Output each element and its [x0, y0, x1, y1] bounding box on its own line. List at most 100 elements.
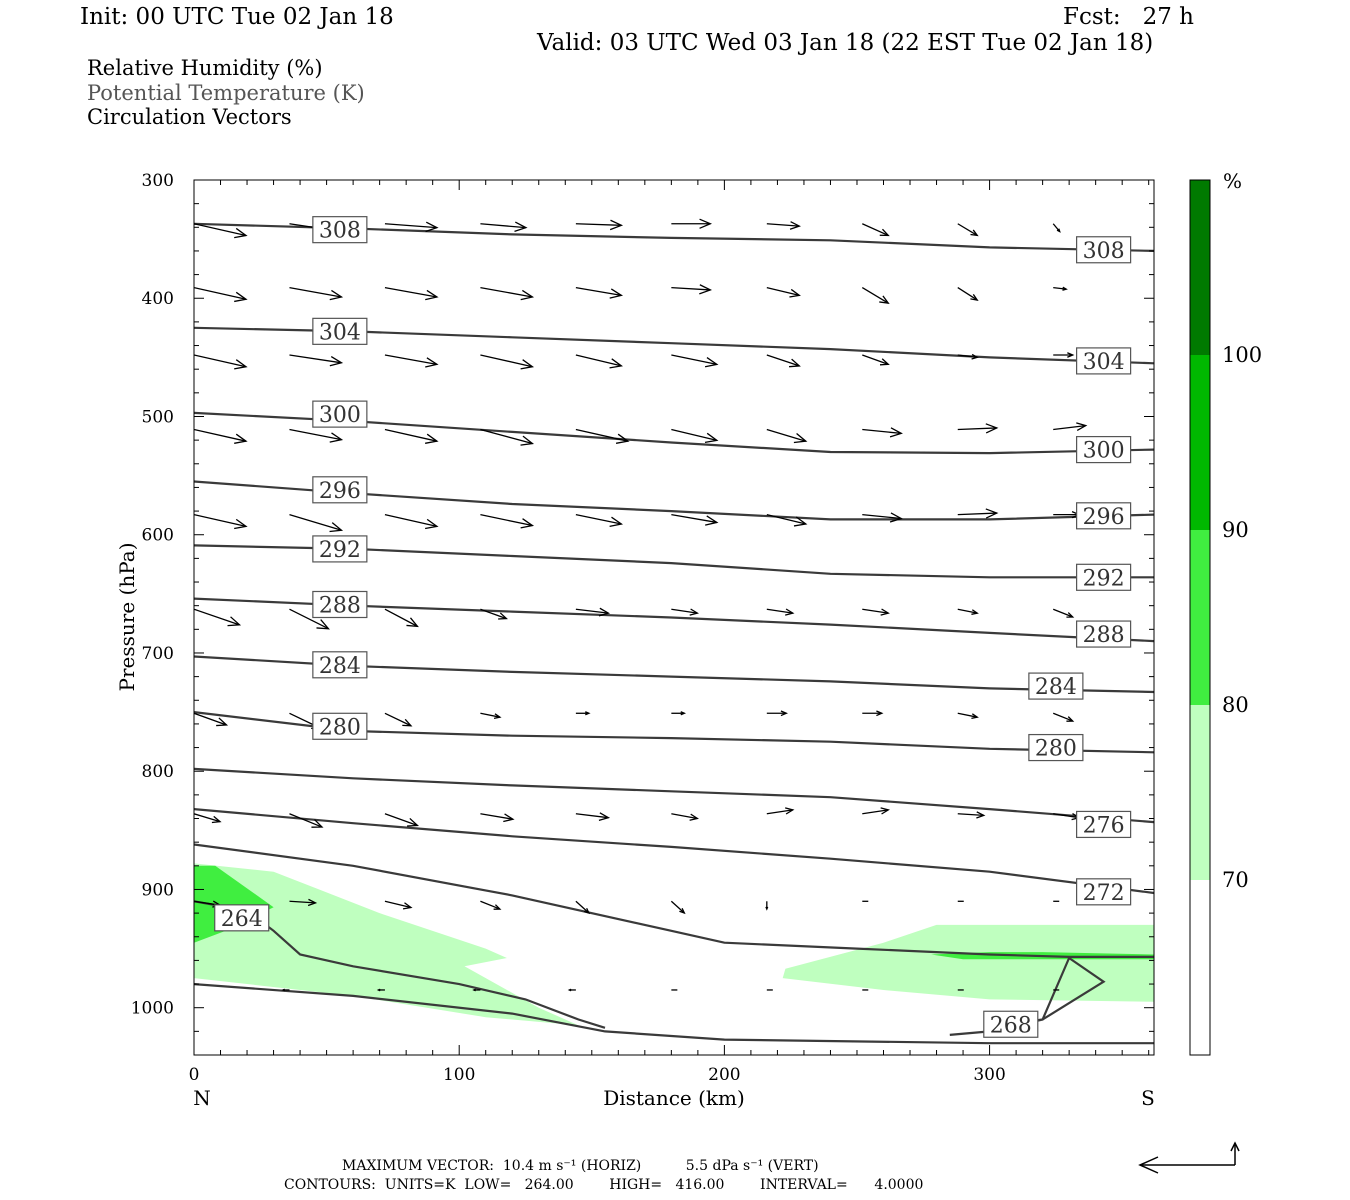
vector-shaft	[194, 813, 221, 823]
circulation-vector	[671, 813, 699, 821]
contour-label: 304	[1076, 347, 1132, 375]
contour-label-box	[312, 651, 368, 679]
vector-shaft	[480, 608, 507, 620]
max-vector-note: MAXIMUM VECTOR: 10.4 m s⁻¹ (HORIZ) 5.5 d…	[342, 1158, 819, 1174]
contour-label: 288	[312, 590, 368, 618]
vector-shaft	[289, 428, 342, 441]
circulation-vector	[957, 608, 979, 615]
vector-shaft	[766, 286, 800, 297]
vector-head	[880, 807, 890, 815]
circulation-vector	[289, 428, 344, 443]
vector-head	[316, 619, 330, 630]
vector-head	[970, 229, 979, 237]
contour-label-text: 288	[319, 593, 361, 618]
vector-shaft	[194, 712, 227, 726]
vector-shaft	[575, 354, 622, 367]
vector-head	[234, 227, 248, 239]
circulation-vector	[384, 286, 439, 301]
circulation-vector	[765, 901, 769, 911]
reference-vector-icon	[1138, 1141, 1240, 1174]
vector-head	[402, 718, 413, 727]
circulation-vector	[480, 900, 502, 910]
vector-head	[498, 612, 508, 620]
vector-shaft	[1053, 424, 1086, 431]
circulation-vector	[480, 221, 528, 232]
circulation-vector	[194, 608, 242, 627]
contour-label-text: 284	[1035, 675, 1077, 700]
vector-shaft	[861, 287, 889, 304]
vector-head	[689, 608, 699, 616]
vector-shaft	[671, 428, 717, 442]
vector-head	[1066, 716, 1075, 722]
circulation-vector	[1052, 712, 1075, 722]
vector-head	[425, 518, 439, 530]
vector-head	[609, 288, 624, 299]
vector-head	[680, 711, 687, 716]
circulation-vector	[575, 354, 624, 369]
contour-label-text: 268	[990, 1013, 1032, 1038]
vector-shaft	[671, 286, 711, 291]
circulation-vector	[384, 712, 413, 727]
theta-contour-276	[194, 767, 1154, 824]
vector-head	[311, 819, 324, 828]
circulation-vector	[766, 354, 801, 368]
contour-labels: 308 308 304 304 300 300 296 296 292 292 288 288 284 2…	[214, 216, 1132, 1038]
contour-label-text: 304	[1083, 350, 1125, 375]
vector-head	[985, 508, 999, 519]
vector-head	[876, 710, 884, 717]
vector-head	[889, 427, 903, 438]
vector-head	[520, 289, 535, 301]
circulation-vector	[862, 512, 903, 523]
vector-head	[598, 607, 611, 617]
vector-head	[281, 988, 286, 992]
circulation-vector	[766, 221, 801, 230]
contour-label: 296	[312, 476, 368, 504]
circulation-vector	[194, 513, 248, 530]
x-tick-label: 100	[443, 1065, 475, 1085]
vector-head	[567, 988, 572, 992]
circulation-vector	[575, 607, 611, 617]
contour-label-text: 264	[221, 907, 263, 932]
circulation-vector	[194, 712, 229, 727]
rh-region-70	[782, 924, 1154, 1002]
vector-shaft	[766, 354, 800, 367]
vector-head	[793, 516, 808, 527]
contour-label-text: 284	[319, 654, 361, 679]
circulation-vector	[766, 608, 795, 616]
vector-shaft	[671, 354, 717, 365]
colorbar-label-80: 80	[1222, 693, 1249, 717]
circulation-vector	[289, 608, 330, 630]
circulation-vector	[957, 811, 986, 819]
vector-shaft	[575, 608, 609, 614]
contour-label: 308	[312, 216, 368, 244]
vector-head	[765, 906, 769, 911]
axis-ticks: 300 400 500 600 700 800 900 1000 0 100 200 300	[131, 171, 1154, 1085]
vector-shaft	[289, 813, 323, 828]
circulation-vector	[957, 287, 979, 301]
circulation-vector	[670, 900, 686, 915]
contour-label-box	[312, 535, 368, 563]
contour-label: 272	[1076, 878, 1132, 906]
colorbar-unit: %	[1223, 169, 1242, 193]
vector-head	[520, 359, 535, 370]
vector-head	[1066, 612, 1075, 618]
vector-shaft	[957, 512, 997, 516]
contour-label: 300	[312, 400, 368, 428]
valid-time: Valid: 03 UTC Wed 03 Jan 18 (22 EST Tue …	[537, 30, 1154, 56]
circulation-vector	[957, 712, 979, 720]
contour-label-box	[312, 476, 368, 504]
contour-label-text: 280	[1035, 737, 1077, 762]
circulation-vector	[384, 221, 439, 233]
circulation-vector	[384, 428, 439, 444]
circulation-vector	[194, 354, 248, 370]
vector-shaft	[766, 513, 806, 525]
vector-shaft	[384, 354, 438, 365]
contour-label-text: 300	[319, 403, 361, 428]
colorbar-segment-90	[1190, 355, 1210, 530]
contour-label-box	[1076, 810, 1132, 839]
colorbar-segment-below	[1190, 880, 1210, 1055]
circulation-vector	[861, 287, 890, 305]
vector-shaft	[862, 608, 889, 614]
x-tick-label: 200	[708, 1065, 740, 1085]
